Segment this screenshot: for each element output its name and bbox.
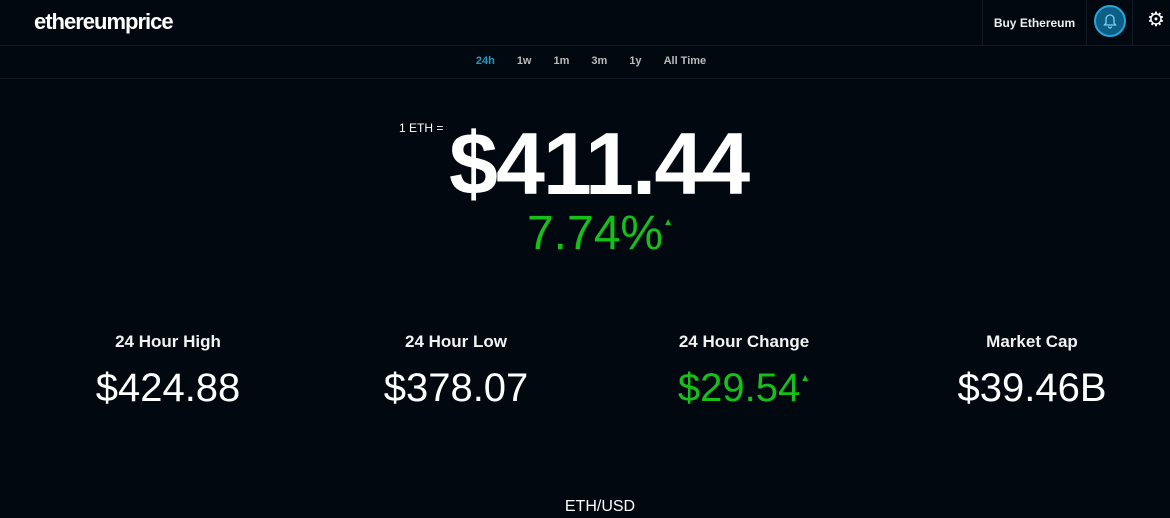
stat-value: $39.46B [957, 366, 1107, 410]
stat-value: $29.54▲ [594, 366, 894, 410]
tab-all-time[interactable]: All Time [663, 55, 707, 67]
stat-label: 24 Hour High [115, 332, 221, 351]
logo[interactable]: ethereumprice [34, 9, 174, 34]
gear-icon[interactable]: ⚙ [1147, 9, 1165, 31]
divider [1132, 0, 1133, 46]
stat-label: 24 Hour Low [404, 332, 507, 351]
chart-pair-title: ETH/USD [564, 498, 636, 515]
stat-24h-low: 24 Hour Low $378.07 [306, 332, 606, 410]
stat-value: $424.88 [95, 366, 241, 410]
stat-label: 24 Hour Change [678, 332, 810, 351]
buy-ethereum-button[interactable]: Buy Ethereum [982, 0, 1087, 46]
tab-24h[interactable]: 24h [475, 55, 495, 67]
stat-value: $378.07 [383, 366, 529, 410]
change-value: $29.54 [677, 366, 801, 410]
arrow-up-icon: ▲ [663, 217, 673, 228]
current-price: $411.44 [449, 114, 750, 213]
tab-1m[interactable]: 1m [553, 55, 570, 67]
tab-1w[interactable]: 1w [516, 55, 532, 67]
stat-24h-change: 24 Hour Change $29.54▲ [594, 332, 894, 410]
tab-3m[interactable]: 3m [591, 55, 608, 67]
price-change-percent: 7.74%▲ [0, 210, 1170, 258]
change-percent-value: 7.74% [526, 207, 664, 260]
tab-1y[interactable]: 1y [629, 55, 642, 67]
stat-24h-high: 24 Hour High $424.88 [18, 332, 318, 410]
stat-label: Market Cap [986, 332, 1078, 351]
price-prefix: 1 ETH = [399, 121, 444, 135]
bell-icon[interactable] [1094, 5, 1126, 37]
stat-market-cap: Market Cap $39.46B [882, 332, 1170, 410]
time-range-tabs: 24h 1w 1m 3m 1y All Time [0, 46, 1170, 79]
arrow-up-icon: ▲ [800, 373, 811, 384]
top-bar: ethereumprice Buy Ethereum ⚙ [0, 0, 1170, 46]
